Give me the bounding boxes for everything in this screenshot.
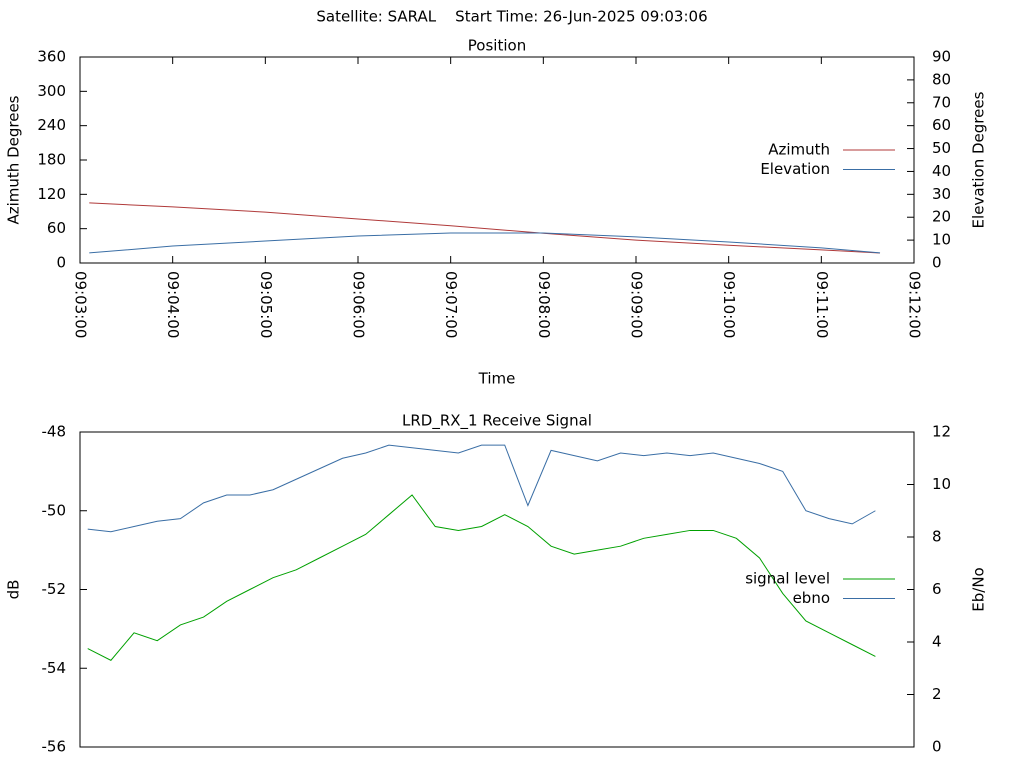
series-line — [87, 494, 876, 661]
x-tick-label: 09:11:00 — [813, 271, 831, 338]
x-tick-label: 09:08:00 — [535, 271, 553, 338]
series-line — [89, 202, 881, 254]
y-tick-label: 360 — [37, 48, 66, 66]
y2-tick-label: 80 — [932, 70, 951, 88]
y-tick-label: -52 — [42, 580, 67, 598]
y-tick-label: 0 — [56, 254, 66, 272]
y2-tick-label: 70 — [932, 93, 951, 111]
y-tick-label: 120 — [37, 185, 66, 203]
series-line — [89, 232, 881, 254]
y2-tick-label: 4 — [932, 633, 942, 651]
y2-tick-label: 10 — [932, 475, 951, 493]
x-tick-label: 09:03:00 — [72, 271, 90, 338]
y2-tick-label: 0 — [932, 738, 942, 756]
y2-tick-label: 2 — [932, 685, 942, 703]
y2-tick-label: 50 — [932, 139, 951, 157]
legend-label: Elevation — [760, 160, 830, 178]
y2-tick-label: 12 — [932, 423, 951, 441]
y2-tick-label: 20 — [932, 208, 951, 226]
series-line — [87, 444, 876, 533]
y2-tick-label: 10 — [932, 231, 951, 249]
x-tick-label: 09:10:00 — [720, 271, 738, 338]
x-axis-label: Time — [478, 370, 516, 388]
figure-title: Satellite: SARAL Start Time: 26-Jun-2025… — [316, 8, 707, 26]
x-tick-label: 09:05:00 — [257, 271, 275, 338]
y-tick-label: -48 — [42, 423, 67, 441]
y-axis-label: dB — [5, 580, 23, 600]
y2-tick-label: 90 — [932, 48, 951, 66]
x-tick-label: 09:04:00 — [164, 271, 182, 338]
y2-tick-label: 0 — [932, 254, 942, 272]
y2-tick-label: 40 — [932, 162, 951, 180]
x-tick-label: 09:09:00 — [628, 271, 646, 338]
y2-tick-label: 30 — [932, 185, 951, 203]
y2-tick-label: 6 — [932, 580, 942, 598]
x-tick-label: 09:06:00 — [350, 271, 368, 338]
y-tick-label: -54 — [42, 659, 67, 677]
y2-tick-label: 8 — [932, 528, 942, 546]
y2-axis-label: Eb/No — [970, 567, 988, 611]
y-tick-label: -56 — [42, 738, 67, 756]
y-tick-label: 60 — [47, 219, 66, 237]
x-tick-label: 09:12:00 — [906, 271, 924, 338]
y-axis-label: Azimuth Degrees — [5, 95, 23, 224]
x-tick-label: 09:07:00 — [442, 271, 460, 338]
y-tick-label: 240 — [37, 116, 66, 134]
legend-label: Azimuth — [768, 141, 830, 159]
legend-label: ebno — [793, 589, 830, 607]
chart-title: Position — [468, 37, 526, 55]
y2-axis-label: Elevation Degrees — [970, 91, 988, 228]
y2-tick-label: 60 — [932, 116, 951, 134]
y-tick-label: -50 — [42, 501, 67, 519]
chart-title: LRD_RX_1 Receive Signal — [402, 412, 592, 431]
legend-label: signal level — [745, 570, 830, 588]
y-tick-label: 300 — [37, 82, 66, 100]
y-tick-label: 180 — [37, 151, 66, 169]
